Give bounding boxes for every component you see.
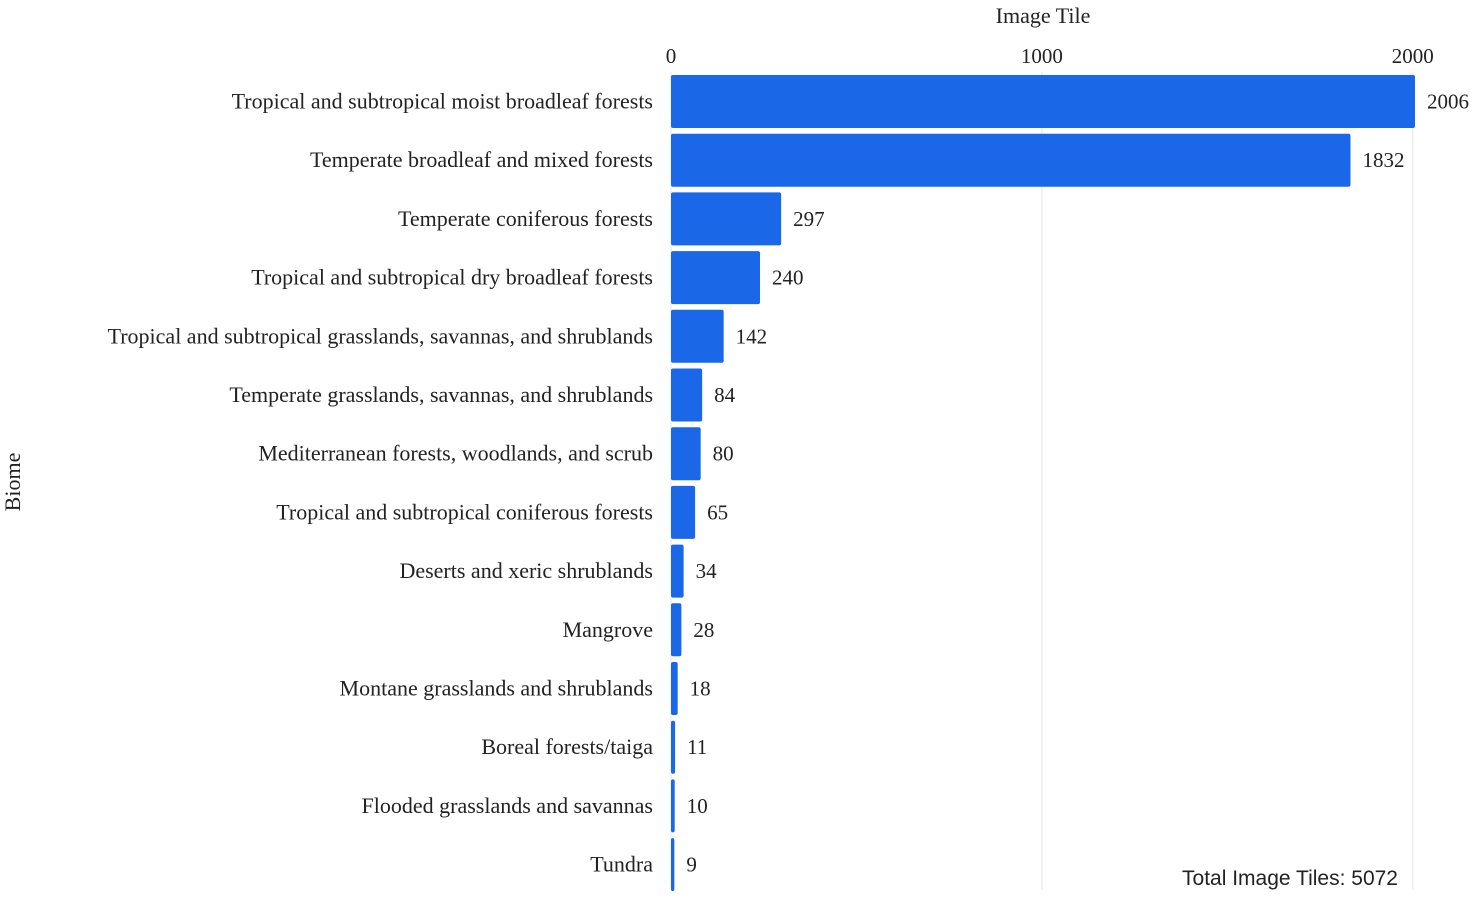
bar bbox=[671, 368, 703, 422]
category-label: Temperate coniferous forests bbox=[398, 206, 653, 231]
category-label: Mangrove bbox=[563, 617, 653, 642]
x-tick-label: 2000 bbox=[1392, 44, 1434, 68]
value-label: 18 bbox=[690, 677, 711, 701]
bar bbox=[671, 192, 782, 246]
category-label: Flooded grasslands and savannas bbox=[362, 793, 653, 818]
category-label: Boreal forests/taiga bbox=[481, 734, 653, 759]
x-tick-label: 1000 bbox=[1021, 44, 1063, 68]
bar bbox=[671, 251, 761, 305]
value-label: 2006 bbox=[1427, 90, 1469, 114]
value-label: 297 bbox=[793, 207, 825, 231]
value-label: 240 bbox=[772, 266, 804, 290]
y-axis-title: Biome bbox=[0, 453, 25, 512]
category-label: Tropical and subtropical grasslands, sav… bbox=[108, 323, 653, 348]
value-label: 34 bbox=[696, 559, 718, 583]
bar bbox=[671, 133, 1351, 187]
x-axis-ticks: 0 1000 2000 bbox=[666, 44, 1434, 68]
value-label: 9 bbox=[686, 853, 697, 877]
total-tiles-annotation: Total Image Tiles: 5072 bbox=[1182, 867, 1398, 890]
category-labels: Tropical and subtropical moist broadleaf… bbox=[108, 89, 654, 877]
value-label: 84 bbox=[714, 383, 736, 407]
value-label: 142 bbox=[736, 324, 768, 348]
value-label: 11 bbox=[687, 735, 707, 759]
bar bbox=[671, 838, 675, 892]
bar bbox=[671, 427, 701, 481]
category-label: Mediterranean forests, woodlands, and sc… bbox=[258, 441, 653, 466]
category-label: Deserts and xeric shrublands bbox=[399, 558, 653, 583]
grid-lines bbox=[670, 72, 1414, 890]
value-label: 28 bbox=[693, 618, 714, 642]
bar bbox=[671, 779, 675, 833]
value-label: 80 bbox=[713, 442, 734, 466]
bar bbox=[671, 662, 678, 715]
x-axis-title: Image Tile bbox=[996, 3, 1091, 28]
category-label: Temperate broadleaf and mixed forests bbox=[310, 147, 653, 172]
category-label: Montane grasslands and shrublands bbox=[340, 676, 653, 701]
value-label: 1832 bbox=[1362, 148, 1404, 172]
category-label: Tropical and subtropical coniferous fore… bbox=[276, 499, 653, 524]
bar bbox=[671, 309, 724, 363]
bar bbox=[671, 485, 696, 539]
bar bbox=[671, 544, 684, 598]
value-label: 65 bbox=[707, 500, 728, 524]
category-label: Tropical and subtropical dry broadleaf f… bbox=[251, 265, 653, 290]
bar bbox=[671, 75, 1415, 128]
bar bbox=[671, 720, 676, 774]
bar bbox=[671, 603, 682, 657]
value-labels: 2006 1832 297 240 142 84 80 65 34 28 18 11 10 9 bbox=[686, 90, 1469, 877]
value-label: 10 bbox=[687, 794, 708, 818]
bars bbox=[671, 75, 1415, 892]
category-label: Tundra bbox=[590, 852, 653, 877]
category-label: Temperate grasslands, savannas, and shru… bbox=[229, 382, 653, 407]
category-label: Tropical and subtropical moist broadleaf… bbox=[232, 89, 653, 114]
x-tick-label: 0 bbox=[666, 44, 677, 68]
